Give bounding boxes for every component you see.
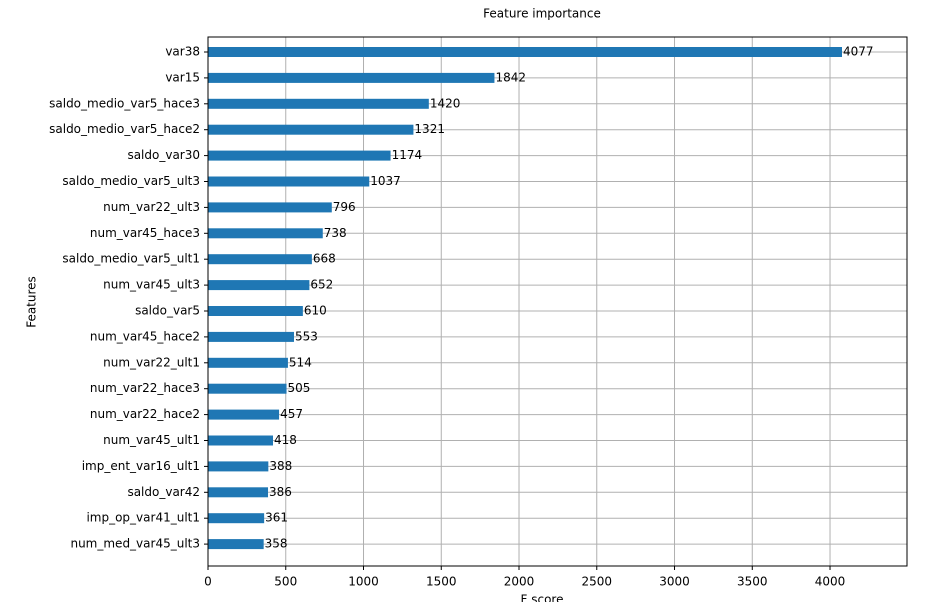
bar — [208, 383, 287, 394]
value-label: 1420 — [430, 96, 461, 110]
y-tick-label: saldo_medio_var5_hace3 — [49, 96, 200, 110]
x-tick-label: 500 — [274, 575, 297, 589]
value-label: 738 — [324, 226, 347, 240]
bar — [208, 254, 312, 265]
y-tick-label: saldo_var42 — [127, 485, 200, 499]
value-label: 388 — [269, 459, 292, 473]
x-tick-label: 3500 — [737, 575, 768, 589]
x-tick-label: 1000 — [348, 575, 379, 589]
x-axis-label: F score — [521, 593, 564, 602]
value-label: 1842 — [495, 70, 526, 84]
y-tick-label: saldo_medio_var5_ult3 — [62, 174, 200, 188]
y-tick-label: var38 — [165, 45, 200, 59]
bar — [208, 331, 294, 342]
bar — [208, 487, 269, 498]
plot-frame — [207, 36, 908, 567]
y-tick-label: num_var45_ult3 — [103, 278, 200, 292]
bar — [208, 124, 414, 135]
y-tick-label: num_med_var45_ult3 — [70, 537, 200, 551]
value-label: 361 — [265, 511, 288, 525]
bar — [208, 47, 842, 57]
value-label: 1174 — [392, 148, 423, 162]
x-tick-label: 0 — [204, 575, 212, 589]
bar — [208, 306, 303, 316]
value-label: 796 — [333, 200, 356, 214]
bar — [208, 357, 288, 368]
x-tick-label: 3000 — [659, 575, 690, 589]
value-label: 1037 — [370, 174, 401, 188]
y-tick-label: num_var22_hace3 — [90, 381, 200, 395]
bar — [208, 202, 332, 213]
y-axis-label: Features — [25, 276, 39, 328]
bar — [208, 228, 323, 239]
y-tick-label: saldo_medio_var5_ult1 — [62, 252, 200, 266]
y-tick-label: num_var45_hace2 — [90, 329, 200, 343]
bar — [208, 150, 391, 161]
value-label: 4077 — [843, 45, 874, 59]
y-tick-label: imp_ent_var16_ult1 — [82, 459, 200, 473]
y-tick-label: num_var45_ult1 — [103, 433, 200, 447]
bar — [208, 72, 495, 83]
value-label: 386 — [269, 485, 292, 499]
y-tick-label: num_var45_hace3 — [90, 226, 200, 240]
y-tick-label: num_var22_ult1 — [103, 355, 200, 369]
value-label: 358 — [265, 537, 288, 551]
value-label: 1321 — [414, 122, 445, 136]
y-tick-label: saldo_var5 — [135, 304, 200, 318]
bar — [208, 435, 274, 446]
x-tick-label: 4000 — [815, 575, 846, 589]
x-tick-label: 1500 — [426, 575, 457, 589]
chart-title: Feature importance — [483, 7, 601, 21]
y-tick-label: saldo_medio_var5_hace2 — [49, 122, 200, 136]
y-tick-label: saldo_var30 — [127, 148, 200, 162]
bar — [208, 98, 429, 109]
value-label: 514 — [289, 355, 312, 369]
y-tick-label: imp_op_var41_ult1 — [86, 511, 200, 525]
bar — [208, 513, 265, 524]
x-tick-label: 2000 — [504, 575, 535, 589]
bar — [208, 176, 370, 187]
value-label: 668 — [313, 252, 336, 266]
x-tick-label: 2500 — [581, 575, 612, 589]
y-tick-label: num_var22_ult3 — [103, 200, 200, 214]
value-label: 610 — [304, 304, 327, 318]
value-label: 505 — [288, 381, 311, 395]
value-label: 652 — [310, 278, 333, 292]
bar — [208, 280, 310, 291]
value-label: 457 — [280, 407, 303, 421]
bar — [208, 461, 269, 472]
y-tick-label: var15 — [165, 70, 200, 84]
bar — [208, 409, 280, 420]
value-label: 418 — [274, 433, 297, 447]
y-tick-label: num_var22_hace2 — [90, 407, 200, 421]
bar — [208, 539, 264, 550]
value-label: 553 — [295, 329, 318, 343]
